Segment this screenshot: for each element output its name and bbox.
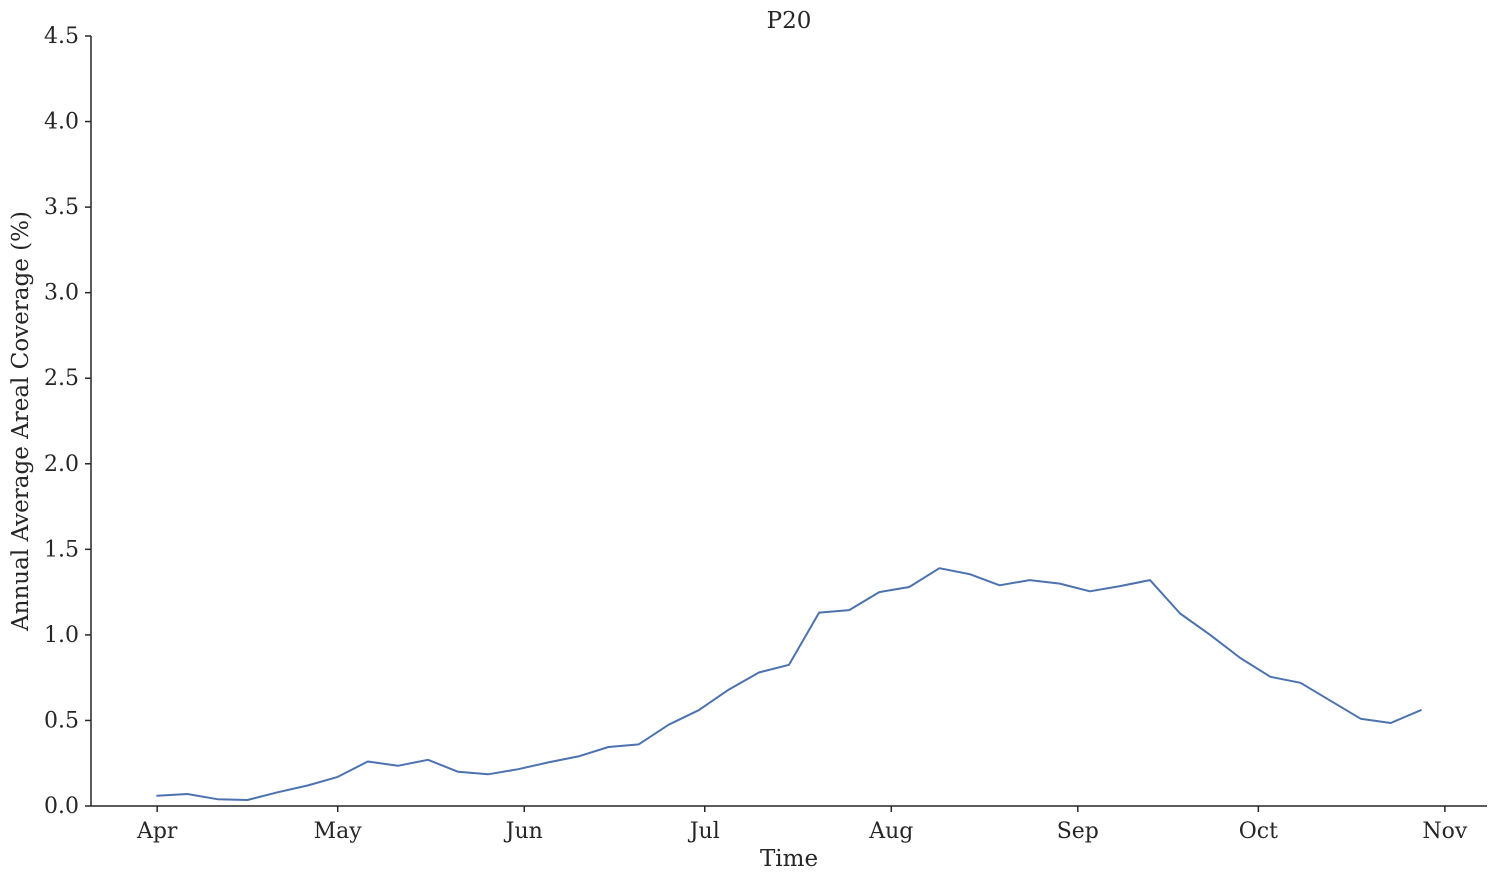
y-tick-label: 3.0 <box>44 281 79 306</box>
x-axis: Apr May Jun Jul Aug Sep Oct Nov <box>91 805 1487 844</box>
y-tick-label: 0.0 <box>44 794 79 819</box>
plot-area <box>156 567 1422 801</box>
y-tick-label: 4.0 <box>44 110 79 135</box>
y-tick-label: 0.5 <box>44 708 79 733</box>
x-axis-label: Time <box>760 846 818 872</box>
x-tick-label: May <box>314 819 363 844</box>
x-tick-label: Jun <box>504 819 543 844</box>
x-tick-label: Jul <box>688 819 720 844</box>
x-tick-label: Sep <box>1057 819 1099 844</box>
y-tick-label: 1.5 <box>44 537 79 562</box>
y-tick-label: 1.0 <box>44 623 79 648</box>
y-axis: 0.0 0.5 1.0 1.5 2.0 2.5 3.0 3.5 4.0 4.5 <box>44 24 92 819</box>
y-tick-label: 4.5 <box>44 24 79 49</box>
x-tick-label: Apr <box>136 819 178 844</box>
y-axis-label: Annual Average Areal Coverage (%) <box>8 211 34 632</box>
y-tick-label: 3.5 <box>44 195 79 220</box>
series-line <box>156 567 1422 801</box>
y-tick-label: 2.5 <box>44 366 79 391</box>
y-tick-label: 2.0 <box>44 452 79 477</box>
x-tick-label: Aug <box>868 819 913 844</box>
chart-title: P20 <box>767 8 812 34</box>
x-tick-label: Nov <box>1422 819 1467 844</box>
x-tick-label: Oct <box>1239 819 1278 844</box>
